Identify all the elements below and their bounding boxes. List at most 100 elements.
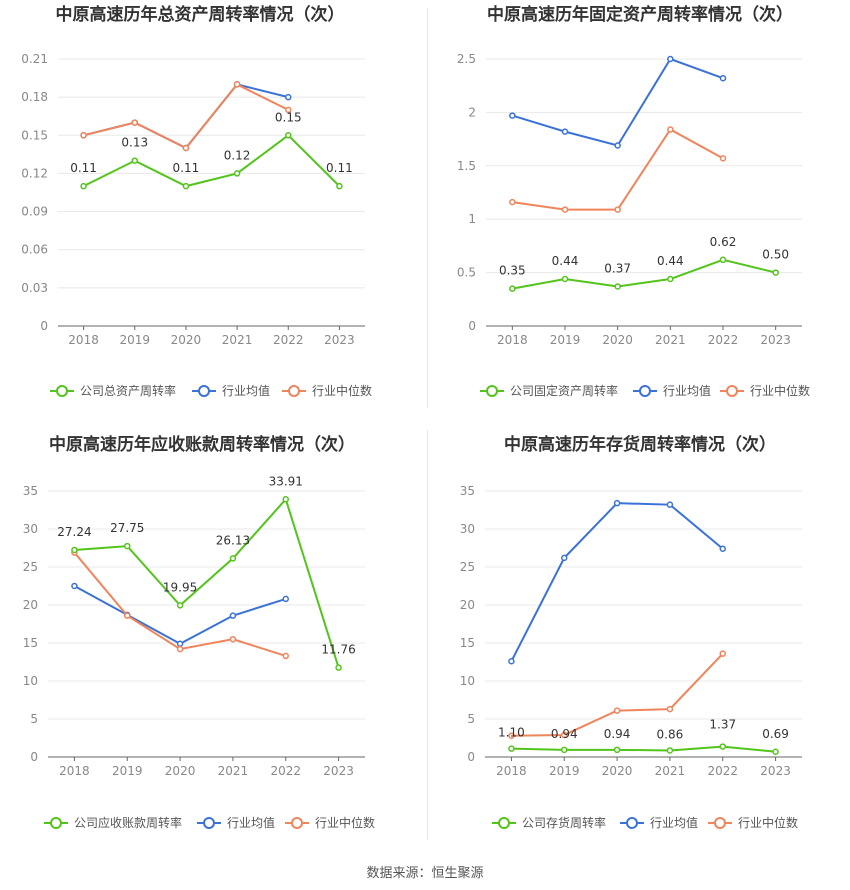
- y-tick-label: 0.21: [21, 52, 48, 66]
- chart-title: 中原高速历年存货周转率情况（次）: [504, 434, 776, 455]
- data-point: [285, 106, 292, 114]
- legend-label: 公司总资产周转率: [80, 383, 176, 398]
- y-tick-label: 25: [460, 560, 475, 574]
- legend-marker-icon: [714, 817, 726, 829]
- x-tick-label: 2018: [68, 333, 99, 347]
- data-label: 0.35: [499, 264, 526, 278]
- x-tick-label: 2020: [602, 333, 633, 347]
- legend-marker-icon: [203, 817, 215, 829]
- legend-item[interactable]: 公司总资产周转率: [50, 383, 176, 398]
- x-tick-label: 2023: [760, 764, 791, 778]
- data-point: [509, 112, 516, 119]
- y-tick-label: 5: [467, 712, 475, 726]
- data-point: [229, 612, 237, 619]
- series-line: [83, 83, 289, 150]
- inventory-turnover-chart: 中原高速历年存货周转率情况（次） 0 5 10 15 20 25 30 35 2018 2019 20…: [460, 434, 802, 830]
- legend-item[interactable]: 行业均值: [633, 383, 711, 398]
- data-point: [666, 747, 674, 754]
- x-tick-label: 2023: [323, 764, 354, 778]
- data-point: [124, 612, 131, 619]
- data-point: [666, 501, 674, 508]
- series-line: [512, 57, 724, 147]
- legend-item[interactable]: 公司应收账款周转率: [44, 815, 182, 830]
- data-point: [229, 635, 237, 643]
- data-point: [772, 269, 779, 276]
- chart-title: 中原高速历年应收账款周转率情况（次）: [49, 434, 355, 455]
- data-point: [561, 731, 568, 739]
- legend-item[interactable]: 公司固定资产周转率: [480, 383, 618, 398]
- legend-item[interactable]: 行业均值: [197, 815, 275, 830]
- y-tick-label: 0.18: [21, 90, 48, 104]
- data-point: [176, 602, 184, 609]
- data-label: 0.12: [224, 148, 251, 162]
- y-tick-label: 35: [23, 484, 38, 498]
- data-point: [614, 283, 621, 290]
- data-point: [229, 555, 237, 562]
- x-tick-label: 2022: [708, 333, 739, 347]
- data-label: 0.44: [552, 254, 579, 268]
- fixed-asset-turnover-chart: 中原高速历年固定资产周转率情况（次） 0 0.5 1 1.5 2 2.5 2018 2019 20…: [457, 4, 810, 398]
- data-point: [336, 182, 343, 190]
- legend-item[interactable]: 行业均值: [192, 383, 270, 398]
- x-tick-label: 2023: [324, 333, 355, 347]
- legend-marker-icon: [486, 385, 498, 397]
- data-point: [285, 132, 292, 139]
- legend-item[interactable]: 行业中位数: [708, 815, 798, 830]
- y-tick-label: 0: [468, 319, 476, 333]
- data-label: 11.76: [321, 643, 355, 657]
- data-point: [282, 595, 289, 603]
- legend-label: 公司固定资产周转率: [510, 383, 618, 398]
- y-tick-label: 10: [23, 674, 38, 688]
- legend-item[interactable]: 行业中位数: [720, 383, 810, 398]
- y-tick-label: 10: [460, 674, 475, 688]
- data-point: [71, 546, 78, 554]
- data-point: [285, 93, 292, 101]
- data-label: 0.94: [604, 727, 631, 741]
- y-tick-label: 2.5: [457, 52, 476, 66]
- y-tick-label: 0: [30, 750, 38, 764]
- data-point: [131, 119, 138, 126]
- data-label: 0.62: [710, 235, 737, 249]
- y-tick-label: 0: [467, 750, 475, 764]
- x-tick-label: 2019: [112, 764, 143, 778]
- data-point: [182, 182, 190, 190]
- legend-marker-icon: [198, 385, 210, 397]
- series-line: [74, 497, 340, 668]
- y-tick-label: 35: [460, 484, 475, 498]
- y-tick-label: 20: [23, 598, 38, 612]
- data-label: 33.91: [269, 474, 303, 488]
- data-point: [613, 707, 621, 714]
- x-tick-label: 2018: [497, 333, 528, 347]
- series-line: [511, 745, 776, 753]
- series-line: [512, 128, 724, 211]
- data-point: [282, 652, 289, 660]
- legend-label: 行业中位数: [738, 815, 798, 830]
- y-tick-label: 0: [40, 319, 48, 333]
- data-label: 0.94: [551, 727, 578, 741]
- data-label: 26.13: [216, 533, 250, 547]
- data-label: 0.11: [70, 161, 97, 175]
- x-tick-label: 2021: [655, 333, 686, 347]
- data-point: [124, 542, 131, 550]
- y-tick-label: 0.5: [457, 266, 476, 280]
- legend-item[interactable]: 行业中位数: [285, 815, 375, 830]
- y-tick-label: 20: [460, 598, 475, 612]
- data-point: [71, 582, 78, 590]
- x-tick-label: 2019: [549, 764, 580, 778]
- legend-item[interactable]: 公司存货周转率: [492, 815, 606, 830]
- data-point: [719, 743, 726, 750]
- data-point: [561, 206, 569, 213]
- x-tick-label: 2022: [273, 333, 304, 347]
- data-point: [508, 657, 515, 665]
- x-tick-label: 2019: [119, 333, 150, 347]
- y-tick-label: 0.12: [21, 166, 48, 180]
- legend-marker-icon: [726, 385, 738, 397]
- data-point: [667, 126, 674, 133]
- x-tick-label: 2018: [496, 764, 527, 778]
- data-point: [131, 157, 138, 164]
- legend-item[interactable]: 行业中位数: [282, 383, 372, 398]
- legend-marker-icon: [56, 385, 68, 397]
- data-label: 0.11: [326, 161, 353, 175]
- legend-item[interactable]: 行业均值: [620, 815, 698, 830]
- y-tick-label: 15: [460, 636, 475, 650]
